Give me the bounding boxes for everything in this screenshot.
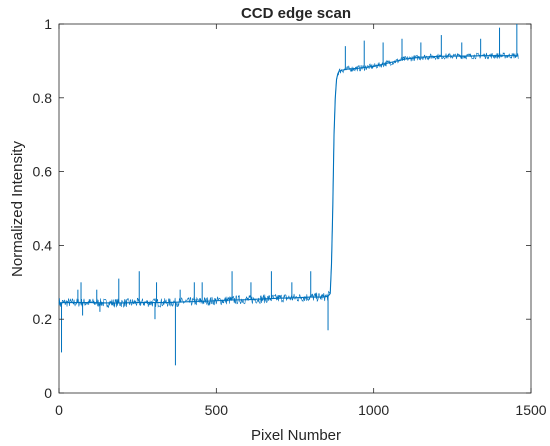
y-tick-label-5: 1 <box>44 16 52 32</box>
y-axis-ticks: 0 0.2 0.4 0.6 0.8 1 <box>33 16 531 401</box>
spike-layer <box>61 24 518 366</box>
x-tick-label-3: 1500 <box>515 402 546 418</box>
noise-trace <box>58 52 519 309</box>
chart-title: CCD edge scan <box>241 5 351 22</box>
y-axis-label: Normalized Intensity <box>9 141 26 277</box>
y-tick-label-1: 0.2 <box>33 311 53 327</box>
plot-area <box>58 23 532 394</box>
y-tick-label-4: 0.8 <box>33 90 53 106</box>
x-axis-ticks: 0 500 1000 1500 <box>55 24 547 418</box>
x-tick-label-1: 500 <box>205 402 229 418</box>
x-axis-label: Pixel Number <box>251 427 341 444</box>
y-tick-label-3: 0.6 <box>33 164 53 180</box>
y-tick-label-2: 0.4 <box>33 237 53 253</box>
x-tick-label-2: 1000 <box>358 402 389 418</box>
x-tick-label-0: 0 <box>55 402 63 418</box>
noise-layer <box>58 52 519 309</box>
y-tick-label-0: 0 <box>44 385 52 401</box>
series-line <box>58 55 519 306</box>
